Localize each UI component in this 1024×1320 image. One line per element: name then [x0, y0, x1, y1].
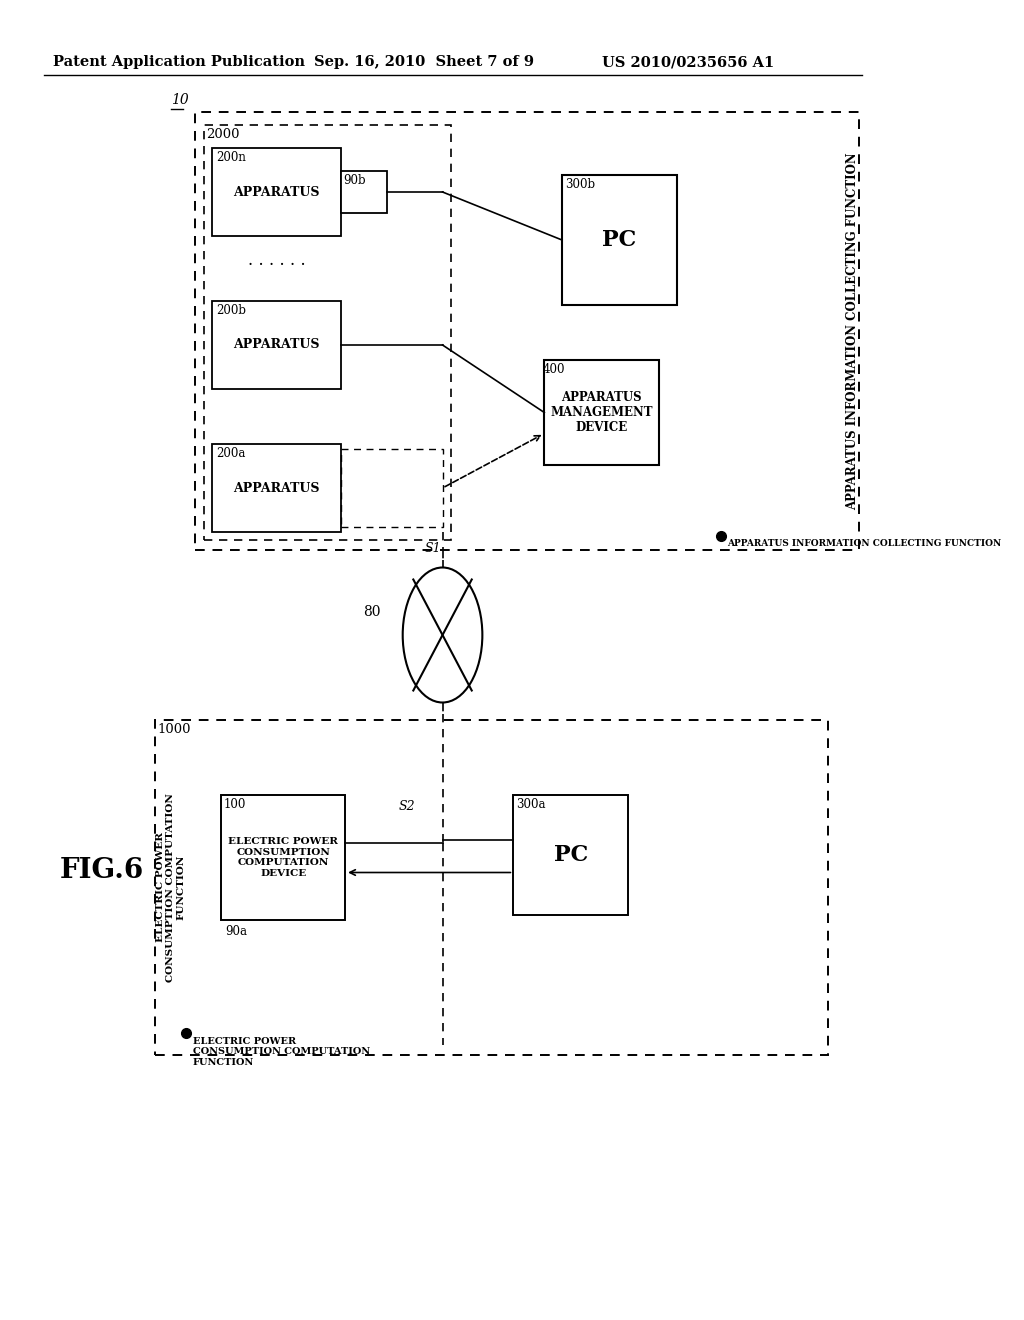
Text: · · · · · ·: · · · · · ·: [248, 257, 305, 275]
Text: PC: PC: [602, 228, 637, 251]
Ellipse shape: [402, 568, 482, 702]
Bar: [562, 176, 677, 305]
Text: FIG.6: FIG.6: [60, 857, 144, 883]
Text: Patent Application Publication: Patent Application Publication: [53, 55, 305, 69]
Bar: [212, 148, 341, 236]
Bar: [155, 719, 827, 1055]
Text: ELECTRIC POWER
CONSUMPTION COMPUTATION
FUNCTION: ELECTRIC POWER CONSUMPTION COMPUTATION F…: [156, 793, 185, 982]
Text: 1000: 1000: [158, 723, 191, 737]
Text: 300b: 300b: [564, 178, 595, 191]
Text: APPARATUS
MANAGEMENT
DEVICE: APPARATUS MANAGEMENT DEVICE: [551, 391, 653, 434]
Text: PC: PC: [554, 843, 588, 866]
Text: APPARATUS INFORMATION COLLECTING FUNCTION: APPARATUS INFORMATION COLLECTING FUNCTIO…: [846, 152, 859, 510]
Bar: [341, 449, 442, 527]
Text: 200b: 200b: [216, 304, 246, 317]
Text: 100: 100: [224, 799, 247, 810]
Bar: [195, 112, 858, 550]
Text: 80: 80: [362, 605, 380, 619]
Text: 400: 400: [543, 363, 565, 376]
Text: 200a: 200a: [216, 447, 246, 459]
Text: APPARATUS: APPARATUS: [233, 186, 319, 198]
Text: 10: 10: [171, 92, 188, 107]
Bar: [212, 301, 341, 389]
Text: APPARATUS INFORMATION COLLECTING FUNCTION: APPARATUS INFORMATION COLLECTING FUNCTIO…: [727, 539, 1001, 548]
Text: ELECTRIC POWER
CONSUMPTION COMPUTATION
FUNCTION: ELECTRIC POWER CONSUMPTION COMPUTATION F…: [193, 1038, 370, 1067]
Text: 90a: 90a: [225, 925, 248, 939]
Text: S1: S1: [425, 543, 441, 554]
Bar: [204, 125, 452, 540]
Text: 2000: 2000: [206, 128, 240, 141]
Text: 300a: 300a: [516, 799, 546, 810]
Text: ELECTRIC POWER
CONSUMPTION
COMPUTATION
DEVICE: ELECTRIC POWER CONSUMPTION COMPUTATION D…: [228, 837, 338, 878]
Text: 200n: 200n: [216, 150, 246, 164]
Text: APPARATUS: APPARATUS: [233, 338, 319, 351]
Text: US 2010/0235656 A1: US 2010/0235656 A1: [602, 55, 774, 69]
Bar: [341, 172, 387, 213]
Text: 90b: 90b: [343, 174, 366, 187]
Text: S2: S2: [398, 800, 415, 813]
Text: Sep. 16, 2010  Sheet 7 of 9: Sep. 16, 2010 Sheet 7 of 9: [314, 55, 535, 69]
Text: APPARATUS: APPARATUS: [233, 482, 319, 495]
Bar: [545, 360, 659, 465]
Bar: [221, 795, 345, 920]
Bar: [513, 795, 629, 915]
Bar: [212, 444, 341, 532]
